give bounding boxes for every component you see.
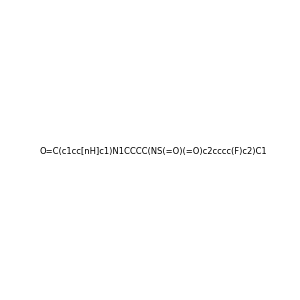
Text: O=C(c1cc[nH]c1)N1CCCC(NS(=O)(=O)c2cccc(F)c2)C1: O=C(c1cc[nH]c1)N1CCCC(NS(=O)(=O)c2cccc(F… <box>40 147 268 156</box>
